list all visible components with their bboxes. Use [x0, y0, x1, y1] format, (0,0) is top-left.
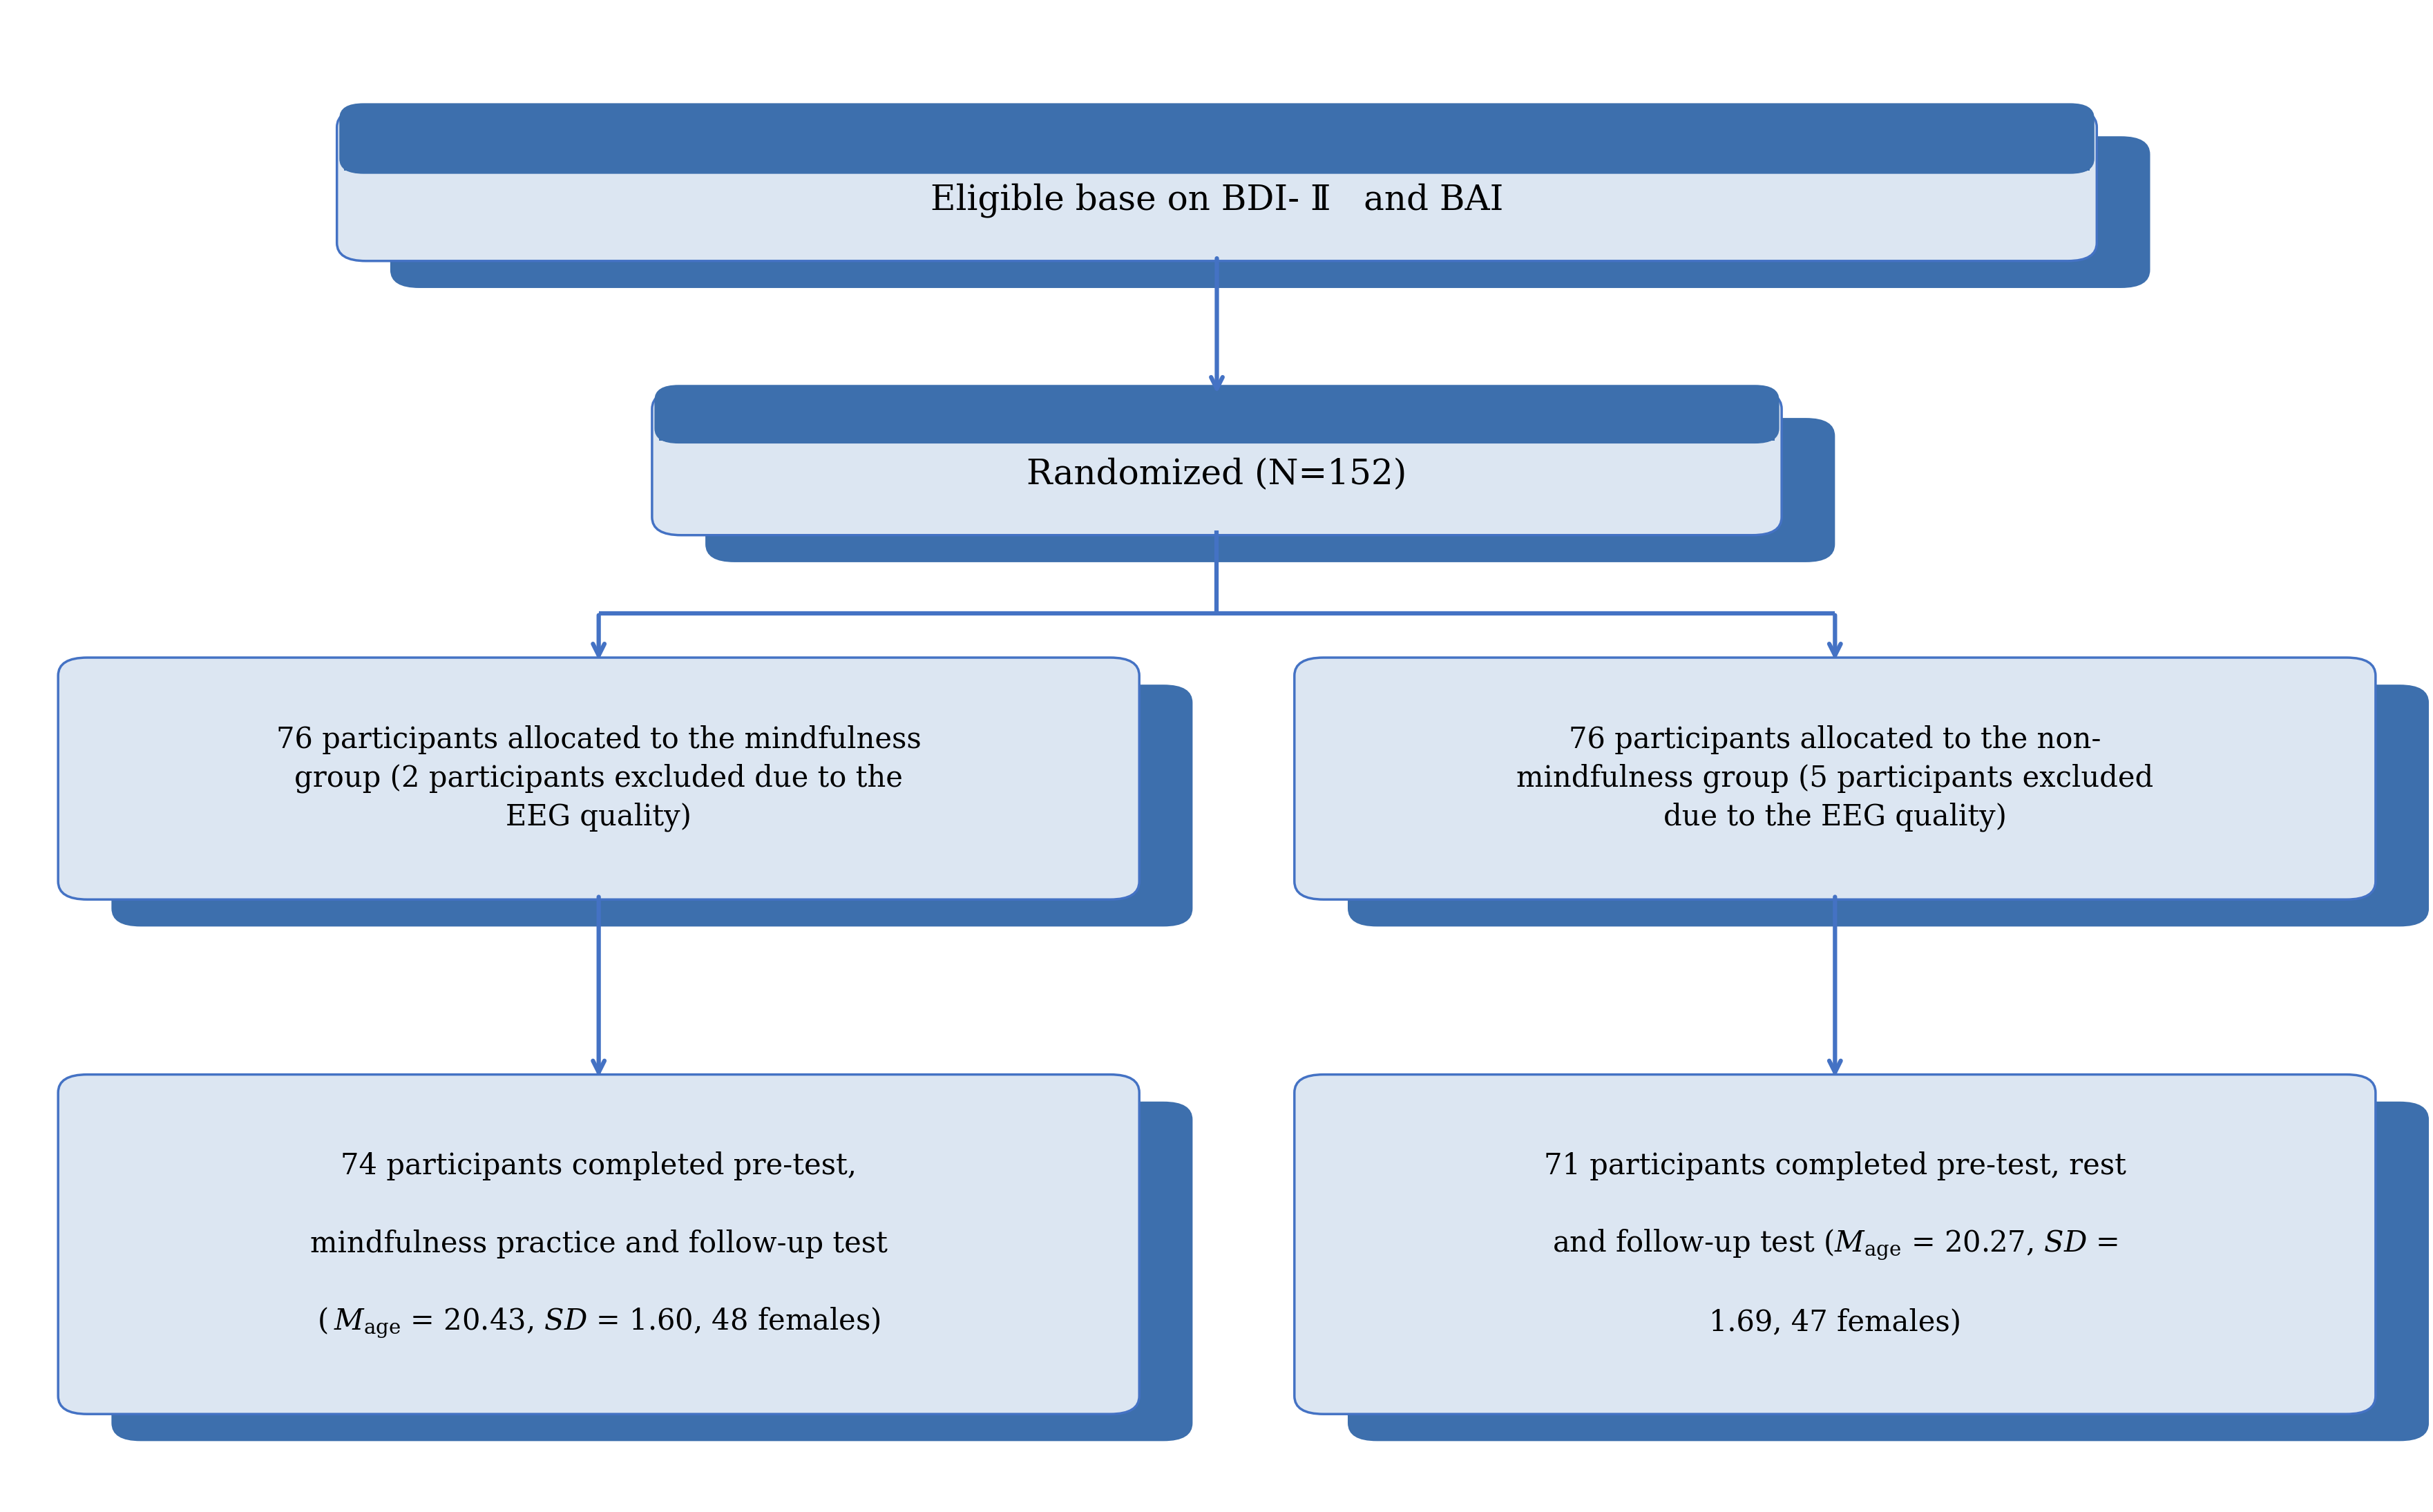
FancyBboxPatch shape	[389, 136, 2148, 287]
Text: ( $M_{\mathrm{age}}$ = 20.43, $SD$ = 1.60, 48 females): ( $M_{\mathrm{age}}$ = 20.43, $SD$ = 1.6…	[316, 1306, 881, 1340]
Text: Eligible base on BDI- Ⅱ   and BAI: Eligible base on BDI- Ⅱ and BAI	[929, 183, 1504, 218]
FancyBboxPatch shape	[657, 395, 1776, 442]
FancyBboxPatch shape	[1294, 1075, 2375, 1414]
Text: and follow-up test ($M_{\mathrm{age}}$ = 20.27, $SD$ =: and follow-up test ($M_{\mathrm{age}}$ =…	[1552, 1228, 2117, 1261]
FancyBboxPatch shape	[112, 1102, 1192, 1441]
FancyBboxPatch shape	[341, 112, 2092, 172]
Text: 71 participants completed pre-test, rest: 71 participants completed pre-test, rest	[1543, 1152, 2126, 1181]
Text: Randomized (N=152): Randomized (N=152)	[1027, 458, 1406, 491]
FancyBboxPatch shape	[338, 103, 2095, 174]
FancyBboxPatch shape	[336, 109, 2097, 262]
Text: 1.69, 47 females): 1.69, 47 females)	[1708, 1308, 1961, 1337]
FancyBboxPatch shape	[654, 386, 1779, 443]
Bar	[659, 417, 1774, 440]
FancyBboxPatch shape	[112, 685, 1192, 927]
Text: mindfulness practice and follow-up test: mindfulness practice and follow-up test	[309, 1229, 888, 1259]
Bar	[343, 136, 2090, 171]
FancyBboxPatch shape	[1294, 658, 2375, 900]
FancyBboxPatch shape	[1348, 685, 2428, 927]
FancyBboxPatch shape	[1348, 1102, 2428, 1441]
FancyBboxPatch shape	[706, 417, 1834, 562]
FancyBboxPatch shape	[58, 658, 1139, 900]
Text: 74 participants completed pre-test,: 74 participants completed pre-test,	[341, 1152, 856, 1181]
Text: 76 participants allocated to the non-
mindfulness group (5 participants excluded: 76 participants allocated to the non- mi…	[1516, 726, 2153, 832]
Bar	[659, 413, 1774, 440]
FancyBboxPatch shape	[58, 1075, 1139, 1414]
Bar	[343, 142, 2090, 171]
FancyBboxPatch shape	[652, 392, 1781, 535]
Text: 76 participants allocated to the mindfulness
group (2 participants excluded due : 76 participants allocated to the mindful…	[275, 726, 922, 832]
